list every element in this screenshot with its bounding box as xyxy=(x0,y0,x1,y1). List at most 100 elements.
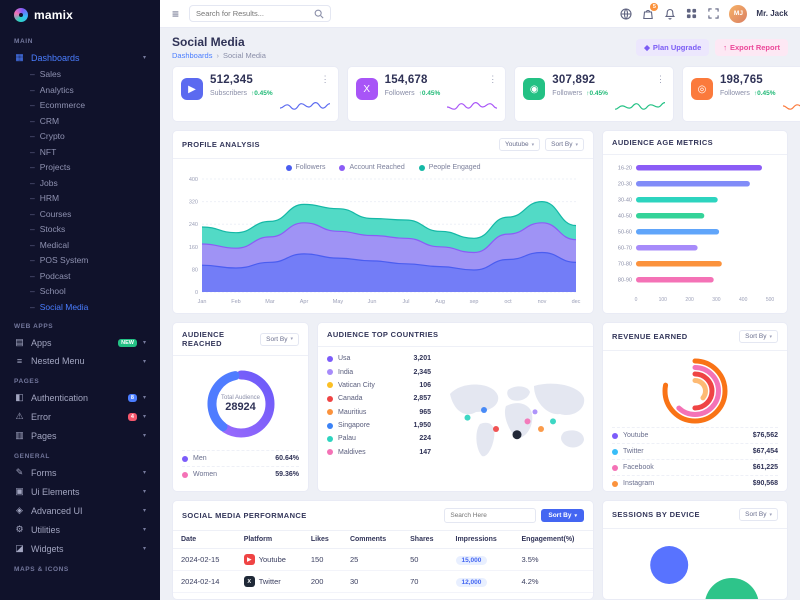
sessions-chart xyxy=(650,546,759,599)
card-title: REVENUE EARNED xyxy=(612,332,688,341)
top-countries-card: AUDIENCE TOP COUNTRIES Usa 3,201 India 2,34… xyxy=(317,322,594,492)
card-title: AUDIENCE REACHED xyxy=(182,330,225,348)
ui-elements-icon: ▣ xyxy=(15,486,24,496)
sidebar-item-forms[interactable]: ✎ Forms ▾ xyxy=(15,467,146,478)
nav-section-pages: PAGES xyxy=(14,378,40,385)
fullscreen-icon[interactable] xyxy=(707,7,720,20)
chevron-down-icon: ▾ xyxy=(574,512,577,519)
perf-thead: Date Platform Likes Comments Shares Impressio… xyxy=(173,531,593,549)
sidebar-item-jobs[interactable]: – Jobs xyxy=(30,177,58,188)
sidebar-item-crypto[interactable]: – Crypto xyxy=(30,131,65,141)
table-search-input[interactable] xyxy=(450,512,531,519)
stat-sparkline xyxy=(614,102,665,110)
sidebar-item-medical[interactable]: – Medical xyxy=(30,239,70,250)
svg-text:16-20: 16-20 xyxy=(618,166,632,172)
sidebar-item-nested-menu[interactable]: ≡ Nested Menu ▾ xyxy=(0,352,160,370)
chevron-down-icon: ▾ xyxy=(142,414,146,420)
age-metrics-chart: 16-20 20-30 30-40 40-50 50-60 60-70 70-80 80-90… xyxy=(618,165,774,303)
sidebar-item-courses[interactable]: – Courses xyxy=(30,208,72,219)
platform-select[interactable]: Youtube ▾ xyxy=(499,138,541,151)
sidebar-item-projects[interactable]: – Projects xyxy=(30,162,71,172)
cart-icon[interactable]: 5 xyxy=(641,3,659,20)
svg-text:100: 100 xyxy=(659,297,668,303)
stat-change: ↑0.45% xyxy=(250,90,273,97)
language-icon[interactable] xyxy=(619,7,632,20)
sidebar-item-authentication[interactable]: ◧ Authentication 8 ▾ xyxy=(15,392,146,403)
sidebar-item-nft[interactable]: – NFT xyxy=(30,146,57,157)
svg-text:200: 200 xyxy=(685,297,694,303)
sidebar-item-ui-elements[interactable]: ▣ Ui Elements ▾ xyxy=(15,486,146,497)
avatar[interactable]: MJ xyxy=(729,4,748,23)
country-row: Singapore 1,950 xyxy=(327,419,431,432)
export-report-button[interactable]: ↑ Export Report xyxy=(715,39,788,56)
audience-age-metrics-card: AUDIENCE AGE METRICS 16-20 20-30 30-40 40-5… xyxy=(602,130,788,314)
sidebar-item-podcast[interactable]: – Podcast xyxy=(30,270,71,281)
sidebar: mamix MAIN ▦ Dashboards ▾ – Sales – Analytics – E… xyxy=(0,0,160,600)
sidebar-item-stocks[interactable]: – Stocks xyxy=(30,224,66,234)
plan-upgrade-button[interactable]: ◆ Plan Upgrade xyxy=(636,39,710,56)
perf-tbody: 2024-02-15 ▶ Youtube 150 25 50 15,000 3.5% 2024-… xyxy=(173,548,593,593)
sidebar-item-advanced-ui[interactable]: ◈ Advanced UI ▾ xyxy=(0,501,160,520)
table-row[interactable]: 2024-02-14 X Twitter 200 30 70 12,000 4.2% xyxy=(173,570,593,593)
sidebar-item-social-media[interactable]: – Social Media xyxy=(30,301,89,312)
chevron-down-icon: ▾ xyxy=(142,340,146,346)
sort-by-select-profile[interactable]: Sort By ▾ xyxy=(545,138,584,151)
stat-card-instagram: ◎ 198,765 Followers↑0.45% ⋮ xyxy=(681,66,800,122)
audience-reached-card: AUDIENCE REACHED Sort By ▾ Total Audience… xyxy=(172,322,309,492)
card-menu-icon[interactable]: ⋮ xyxy=(320,74,330,84)
performance-table: Date Platform Likes Comments Shares Impressio… xyxy=(173,531,593,593)
stat-label: Subscribers xyxy=(210,90,247,97)
brand-name: mamix xyxy=(34,8,74,22)
legend-item: Men 60.64% xyxy=(182,450,299,466)
user-name[interactable]: Mr. Jack xyxy=(756,9,788,18)
menu-toggle-icon[interactable]: ≡ xyxy=(172,6,180,21)
sidebar-item-sales[interactable]: – Sales xyxy=(30,69,61,79)
stat-sparkline xyxy=(447,101,498,110)
card-menu-icon[interactable]: ⋮ xyxy=(488,74,498,84)
revenue-legend: Youtube $76,562 Twitter $67,454 Facebook $61,… xyxy=(603,427,787,491)
stat-change: ↑0.45% xyxy=(586,90,608,97)
revenue-row: Facebook $61,225 xyxy=(612,459,778,475)
sidebar-item-school[interactable]: – School xyxy=(30,286,66,296)
brand[interactable]: mamix xyxy=(0,0,160,30)
sidebar-item-apps[interactable]: ▤ Apps NEW ▾ xyxy=(15,337,146,348)
sort-by-select-reached[interactable]: Sort By ▾ xyxy=(260,332,299,346)
sidebar-item-hrm[interactable]: – HRM xyxy=(30,193,60,203)
sidebar-item-widgets[interactable]: ◪ Widgets ▾ xyxy=(15,543,146,554)
sidebar-item-error[interactable]: ⚠ Error 4 ▾ xyxy=(15,411,146,422)
chevron-down-icon: ▾ xyxy=(142,55,146,61)
svg-text:80: 80 xyxy=(192,267,198,273)
search-icon[interactable] xyxy=(314,9,324,19)
svg-text:20-30: 20-30 xyxy=(618,182,632,188)
sort-by-select-sessions[interactable]: Sort By ▾ xyxy=(739,508,778,521)
sidebar-item-pos-system[interactable]: – POS System xyxy=(30,255,89,265)
stat-card-youtube: ▶ 512,345 Subscribers ↑0.45% ⋮ xyxy=(172,66,339,122)
card-title: AUDIENCE TOP COUNTRIES xyxy=(327,330,439,339)
stat-value: 154,678 xyxy=(384,74,428,86)
sidebar-item-ecommerce[interactable]: – Ecommerce xyxy=(30,100,86,110)
revenue-row: Instagram $90,568 xyxy=(612,475,778,491)
legend-item: Account Reached xyxy=(339,164,405,171)
topbar: ≡ 5 xyxy=(160,0,800,28)
profile-analysis-chart: 0 80 160 240 320 400 Jan Feb Mar Apr May Jun Jul Aug s… xyxy=(189,177,581,305)
sidebar-item-dashboards[interactable]: ▦ Dashboards ▾ xyxy=(15,52,146,63)
svg-text:240: 240 xyxy=(189,222,198,228)
sidebar-item-analytics[interactable]: – Analytics xyxy=(30,84,74,95)
sidebar-item-pages[interactable]: ▥ Pages ▾ xyxy=(15,430,146,441)
sort-by-button[interactable]: Sort By ▾ xyxy=(541,509,584,522)
chevron-down-icon: ▾ xyxy=(142,470,146,476)
stat-label: Followers xyxy=(719,90,750,97)
apps-grid-icon[interactable] xyxy=(685,7,698,20)
sidebar-item-utilities[interactable]: ⚙ Utilities ▾ xyxy=(15,524,146,535)
breadcrumb-dashboards[interactable]: Dashboards xyxy=(172,51,213,60)
nested-menu-icon: ≡ xyxy=(16,356,23,366)
notifications-icon[interactable] xyxy=(663,7,676,20)
card-menu-icon[interactable]: ⋮ xyxy=(655,74,665,84)
sort-by-select-revenue[interactable]: Sort By ▾ xyxy=(739,330,778,343)
table-row[interactable]: 2024-02-15 ▶ Youtube 150 25 50 15,000 3.5% xyxy=(173,548,593,571)
sidebar-item-crm[interactable]: – CRM xyxy=(30,115,60,126)
svg-text:320: 320 xyxy=(189,200,198,206)
page-title: Social Media xyxy=(172,35,245,49)
search-input[interactable] xyxy=(196,9,311,18)
